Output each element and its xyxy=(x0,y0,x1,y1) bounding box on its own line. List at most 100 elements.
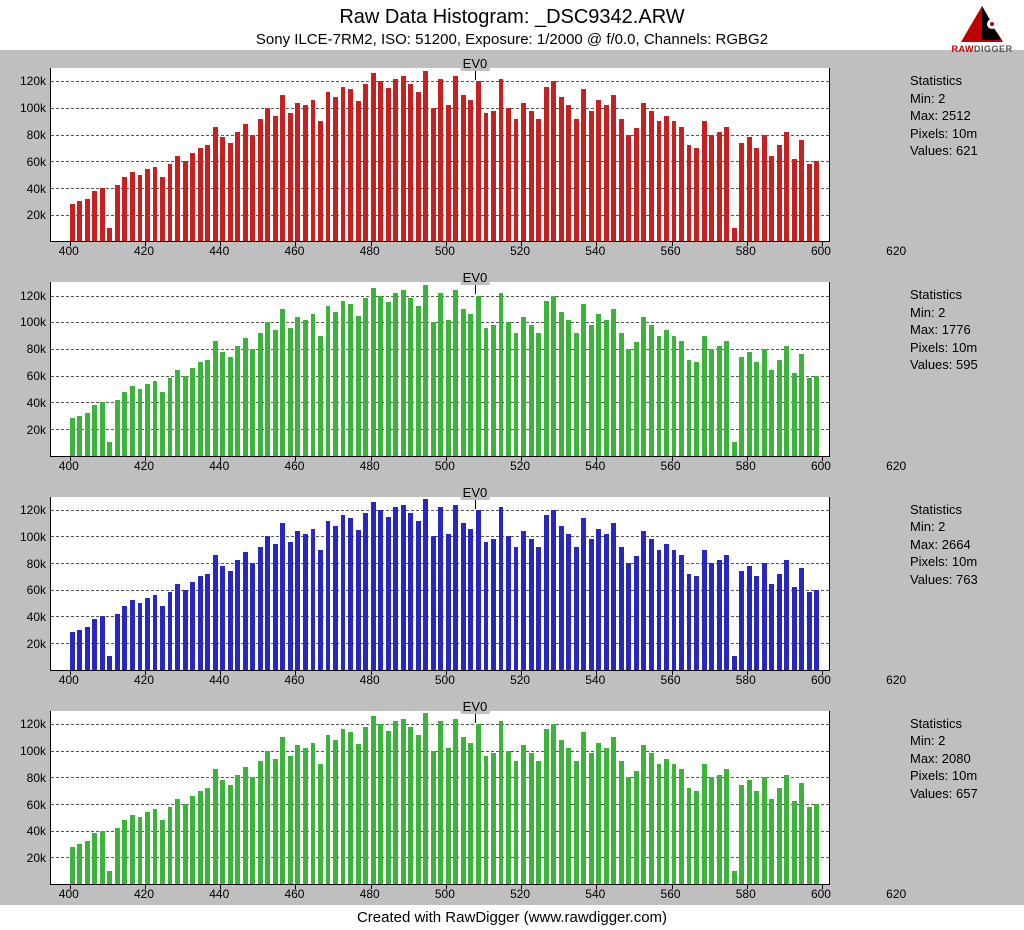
histogram-bar xyxy=(476,81,481,241)
histogram-bar xyxy=(611,737,616,884)
histogram-bar xyxy=(250,135,255,242)
histogram-bar xyxy=(589,539,594,670)
histogram-bar xyxy=(378,296,383,456)
histogram-bar xyxy=(115,828,120,884)
histogram-bar xyxy=(318,121,323,241)
stats-block: StatisticsMin: 2Max: 1776Pixels: 10mValu… xyxy=(904,268,1014,476)
x-tick-label: 420 xyxy=(134,673,154,687)
x-tick-label: 420 xyxy=(134,887,154,901)
histogram-bar xyxy=(122,820,127,884)
histogram-bar xyxy=(175,156,180,241)
histogram-bar xyxy=(333,312,338,456)
histogram-bar xyxy=(702,121,707,241)
histogram-bar xyxy=(814,804,819,884)
histogram-bar xyxy=(732,656,737,669)
histogram-bar xyxy=(453,505,458,670)
histogram-bar xyxy=(476,724,481,884)
histogram-bar xyxy=(408,727,413,884)
histogram-bar xyxy=(506,751,511,884)
stats-values: Values: 763 xyxy=(910,571,1014,589)
x-tick-label: 480 xyxy=(360,459,380,473)
x-tick-label: 620 xyxy=(886,673,906,687)
histogram-bar xyxy=(70,847,75,884)
histogram-bar xyxy=(138,817,143,884)
histogram-bar xyxy=(717,346,722,455)
histogram-bar xyxy=(393,721,398,884)
histogram-bar xyxy=(258,119,263,242)
histogram-bar xyxy=(657,764,662,884)
histogram-bar xyxy=(363,298,368,455)
histogram-bar xyxy=(416,521,421,670)
histogram-bar xyxy=(777,788,782,884)
histogram-bar xyxy=(641,531,646,670)
histogram-bar xyxy=(348,304,353,456)
histogram-bar xyxy=(769,156,774,241)
histogram-bar xyxy=(168,592,173,669)
histogram-bar xyxy=(574,119,579,242)
histogram-bar xyxy=(160,820,165,884)
histogram-bar xyxy=(107,228,112,241)
x-tick-label: 560 xyxy=(661,459,681,473)
histogram-bar xyxy=(679,341,684,456)
histogram-bar xyxy=(168,164,173,241)
histogram-bar xyxy=(453,290,458,455)
histogram-bar xyxy=(393,293,398,456)
histogram-bar xyxy=(807,807,812,884)
histogram-bar xyxy=(551,510,556,670)
x-tick-label: 580 xyxy=(736,459,756,473)
histogram-bar xyxy=(814,376,819,456)
histogram-bar xyxy=(446,320,451,456)
x-tick-label: 580 xyxy=(736,887,756,901)
histogram-bar xyxy=(77,416,82,456)
x-tick-label: 600 xyxy=(811,887,831,901)
histogram-bar xyxy=(626,135,631,242)
histogram-bar xyxy=(153,809,158,884)
histogram-bar xyxy=(153,381,158,456)
histogram-bar xyxy=(85,199,90,242)
histogram-bar xyxy=(559,312,564,456)
histogram-bar xyxy=(807,378,812,455)
histogram-bar xyxy=(408,298,413,455)
y-axis-ticks: 20k40k60k80k100k120k xyxy=(10,282,48,456)
histogram-bar xyxy=(702,336,707,456)
ev-zero-label: EV0 xyxy=(461,485,490,500)
histogram-bar xyxy=(574,547,579,670)
histogram-bar xyxy=(431,108,436,241)
x-tick-label: 560 xyxy=(661,673,681,687)
histogram-bar xyxy=(100,402,105,455)
histogram-bar xyxy=(303,105,308,241)
ev-zero-label: EV0 xyxy=(461,56,490,71)
histogram-bar xyxy=(378,81,383,241)
histogram-bar xyxy=(499,79,504,242)
histogram-bar xyxy=(348,732,353,884)
histogram-bar xyxy=(438,293,443,456)
histogram-bar xyxy=(694,576,699,669)
histogram-bar xyxy=(198,576,203,669)
histogram-bar xyxy=(235,132,240,241)
x-tick-label: 460 xyxy=(284,673,304,687)
histogram-bar xyxy=(401,76,406,241)
histogram-bar xyxy=(213,555,218,670)
histogram-bar xyxy=(461,737,466,884)
histogram-bar xyxy=(363,84,368,241)
histogram-bar xyxy=(581,89,586,241)
histogram-bar xyxy=(107,656,112,669)
histogram-bar xyxy=(672,121,677,241)
histogram-bar xyxy=(130,600,135,669)
histogram-bar xyxy=(431,536,436,669)
stats-pixels: Pixels: 10m xyxy=(910,553,1014,571)
histogram-bar xyxy=(551,296,556,456)
histogram-bar xyxy=(536,119,541,242)
histogram-bar xyxy=(777,145,782,241)
histogram-bar xyxy=(220,137,225,241)
histogram-bar xyxy=(311,100,316,241)
histogram-bar xyxy=(679,555,684,670)
histogram-bar xyxy=(183,376,188,456)
y-tick-label: 120k xyxy=(20,503,46,517)
histogram-bar xyxy=(378,510,383,670)
histogram-bar xyxy=(521,531,526,670)
y-tick-label: 40k xyxy=(27,610,46,624)
stats-min: Min: 2 xyxy=(910,90,1014,108)
histogram-bar xyxy=(288,113,293,241)
histogram-bar xyxy=(484,113,489,241)
